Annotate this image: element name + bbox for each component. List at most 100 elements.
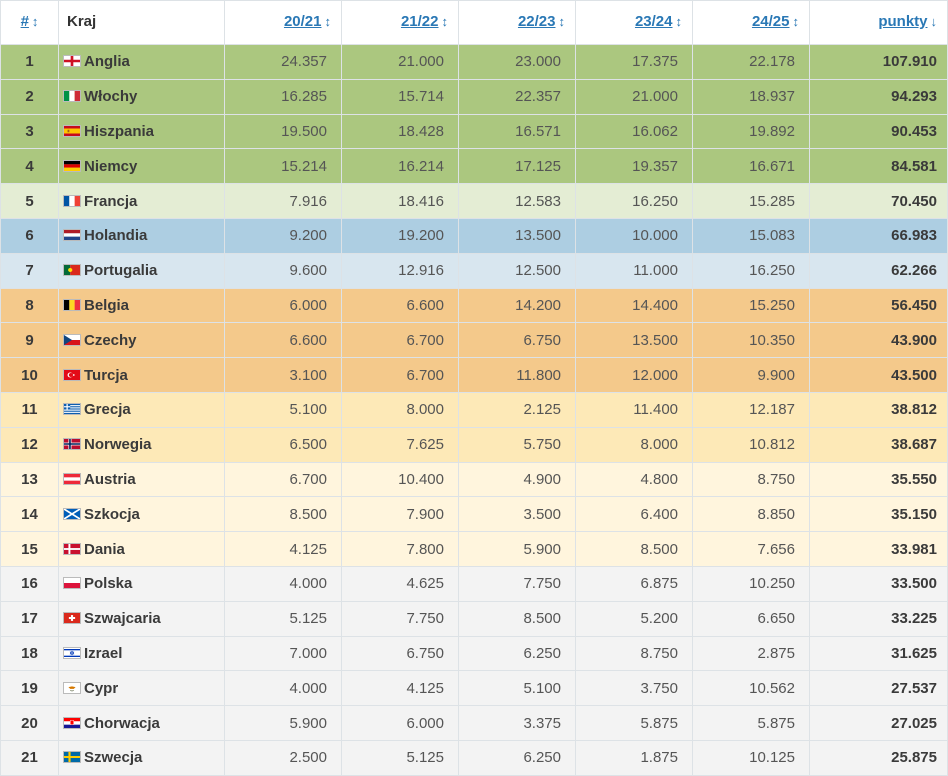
total-points: 33.500 [809,565,948,602]
table-row: 19 Cypr 4.000 4.125 5.100 3.750 10.562 27.537 [0,670,948,707]
season-4-points: 8.750 [575,635,693,672]
season-4-label[interactable]: 23/24 [634,13,673,30]
country-cell[interactable]: Norwegia [58,426,225,463]
season-2-points: 8.000 [341,391,459,428]
sort-season-2-header[interactable]: 21/22 ↕ [341,0,459,45]
england-flag [63,55,81,68]
country-name-link[interactable]: Holandia [84,227,148,245]
table-row: 8 Belgia 6.000 6.600 14.200 14.400 15.250 56.45… [0,287,948,324]
season-3-label[interactable]: 22/23 [517,13,556,30]
country-cell[interactable]: Szwecja [58,739,225,776]
season-2-points: 5.125 [341,739,459,776]
sort-season-4-header[interactable]: 23/24 ↕ [575,0,693,45]
sort-icon[interactable]: ↕ [31,14,39,29]
season-1-points: 4.125 [224,531,342,567]
country-cell[interactable]: Grecja [58,391,225,428]
season-4-points: 1.875 [575,739,693,776]
season-3-points: 17.125 [458,148,576,185]
country-name-link[interactable]: Szkocja [84,505,140,523]
country-cell[interactable]: Belgia [58,287,225,324]
table-row: 14 Szkocja 8.500 7.900 3.500 6.400 8.850 35.150 [0,496,948,533]
season-1-points: 8.500 [224,496,342,533]
table-row: 1 Anglia 24.357 21.000 23.000 17.375 22.178 107… [0,44,948,80]
sort-season-5-header[interactable]: 24/25 ↕ [692,0,810,45]
season-1-label[interactable]: 20/21 [283,13,322,30]
country-name-link[interactable]: Cypr [84,679,119,697]
season-1-points: 15.214 [224,148,342,185]
country-name-link[interactable]: Niemcy [84,157,138,175]
country-cell[interactable]: Włochy [58,78,225,115]
points-header-label[interactable]: punkty [878,13,928,30]
rank-position: 17 [0,600,59,637]
season-5-points: 8.750 [692,461,810,498]
country-cell[interactable]: Austria [58,461,225,498]
country-name-link[interactable]: Norwegia [84,436,152,454]
country-name-link[interactable]: Grecja [84,401,131,419]
country-name-link[interactable]: Dania [84,540,125,558]
country-name-link[interactable]: Włochy [84,88,138,106]
sort-icon[interactable]: ↕ [324,14,332,29]
country-name-link[interactable]: Szwecja [84,749,143,767]
season-1-points: 16.285 [224,78,342,115]
sort-desc-icon[interactable]: ↓ [930,14,938,29]
country-name-link[interactable]: Szwajcaria [84,610,161,628]
season-3-points: 2.125 [458,391,576,428]
country-cell[interactable]: Niemcy [58,148,225,185]
country-name-link[interactable]: Portugalia [84,262,158,280]
season-5-label[interactable]: 24/25 [751,13,790,30]
sort-icon[interactable]: ↕ [675,14,683,29]
country-cell[interactable]: Portugalia [58,252,225,289]
rank-position: 13 [0,461,59,498]
season-4-points: 5.200 [575,600,693,637]
country-name-link[interactable]: Polska [84,575,133,593]
sort-icon[interactable]: ↕ [441,14,449,29]
season-2-label[interactable]: 21/22 [400,13,439,30]
country-name-link[interactable]: Anglia [84,53,130,71]
country-name-link[interactable]: Izrael [84,644,123,662]
total-points: 27.025 [809,705,948,741]
country-name-link[interactable]: Austria [84,470,136,488]
season-2-points: 6.700 [341,357,459,393]
season-4-points: 11.400 [575,391,693,428]
season-2-points: 18.428 [341,113,459,150]
country-name-link[interactable]: Turcja [84,366,128,384]
country-name-link[interactable]: Chorwacja [84,714,160,732]
country-cell[interactable]: Izrael [58,635,225,672]
rank-position: 20 [0,705,59,741]
country-cell[interactable]: Polska [58,565,225,602]
position-header-label[interactable]: # [20,13,29,30]
sort-points-header[interactable]: punkty ↓ [809,0,948,45]
austria-flag [63,472,81,485]
season-2-points: 7.900 [341,496,459,533]
season-1-points: 9.200 [224,217,342,254]
sort-position-header[interactable]: # ↕ [0,0,59,45]
sort-season-1-header[interactable]: 20/21 ↕ [224,0,342,45]
sort-season-3-header[interactable]: 22/23 ↕ [458,0,576,45]
season-5-points: 10.562 [692,670,810,707]
country-cell[interactable]: Turcja [58,357,225,393]
country-cell[interactable]: Cypr [58,670,225,707]
country-name-link[interactable]: Francja [84,192,138,210]
table-row: 5 Francja 7.916 18.416 12.583 16.250 15.285 70.… [0,183,948,219]
country-cell[interactable]: Szkocja [58,496,225,533]
sort-icon[interactable]: ↕ [792,14,800,29]
norway-flag [63,438,81,451]
country-name-link[interactable]: Czechy [84,331,137,349]
country-name-link[interactable]: Belgia [84,296,130,314]
country-cell[interactable]: Chorwacja [58,705,225,741]
country-cell[interactable]: Holandia [58,217,225,254]
sort-icon[interactable]: ↕ [558,14,566,29]
country-cell[interactable]: Czechy [58,322,225,359]
total-points: 62.266 [809,252,948,289]
table-row: 9 Czechy 6.600 6.700 6.750 13.500 10.350 43.900 [0,322,948,359]
country-cell[interactable]: Francja [58,183,225,219]
country-name-link[interactable]: Hiszpania [84,122,155,140]
season-3-points: 16.571 [458,113,576,150]
table-row: 17 Szwajcaria 5.125 7.750 8.500 5.200 6.650 33.… [0,600,948,637]
country-cell[interactable]: Szwajcaria [58,600,225,637]
rank-position: 10 [0,357,59,393]
country-cell[interactable]: Dania [58,531,225,567]
country-cell[interactable]: Hiszpania [58,113,225,150]
country-cell[interactable]: Anglia [58,44,225,80]
